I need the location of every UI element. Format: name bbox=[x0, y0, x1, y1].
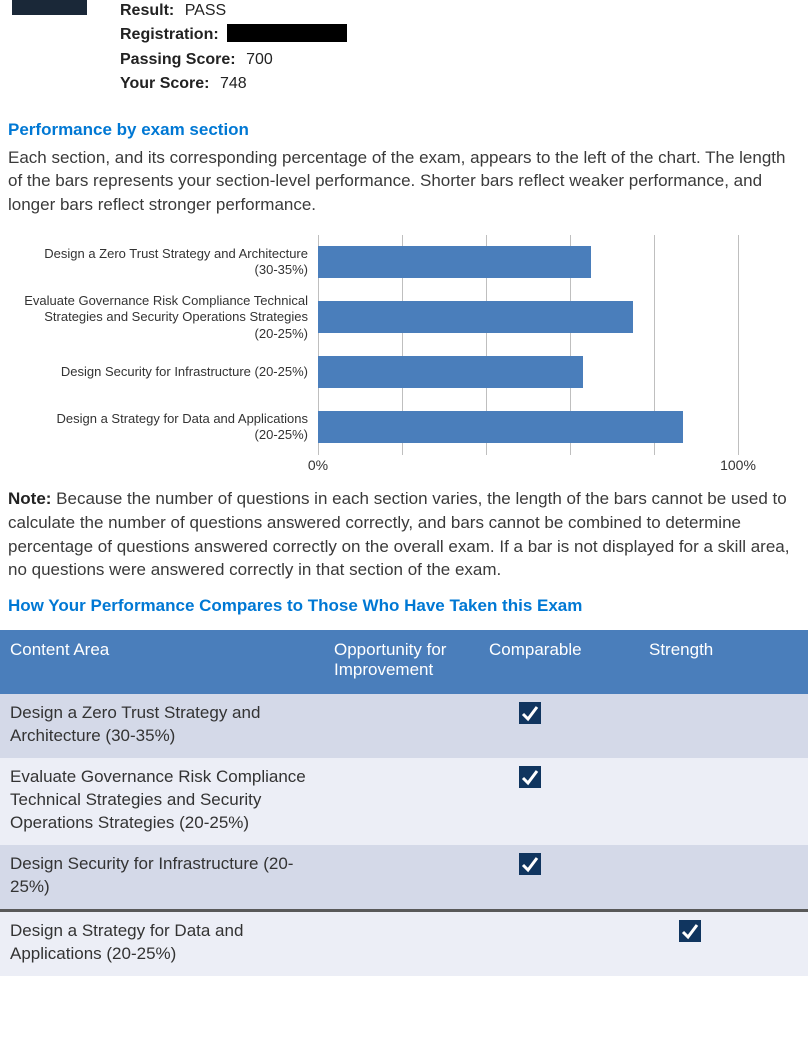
comparison-section-title: How Your Performance Compares to Those W… bbox=[8, 596, 800, 616]
strength-cell bbox=[639, 845, 808, 910]
passing-score-label: Passing Score: bbox=[120, 49, 236, 71]
chart-category-label: Design Security for Infrastructure (20-2… bbox=[8, 345, 318, 400]
chart-bar-row bbox=[318, 235, 738, 290]
checkmark-icon bbox=[519, 766, 541, 788]
registration-redacted bbox=[227, 24, 347, 42]
result-label: Result: bbox=[120, 0, 174, 22]
checkmark-icon bbox=[519, 853, 541, 875]
comparable-cell bbox=[479, 758, 639, 845]
table-row: Design Security for Infrastructure (20-2… bbox=[0, 845, 808, 910]
strength-cell bbox=[639, 694, 808, 758]
strength-cell bbox=[639, 910, 808, 975]
chart-axis-tick: 100% bbox=[720, 457, 756, 473]
chart-category-label: Evaluate Governance Risk Compliance Tech… bbox=[8, 290, 318, 345]
col-opportunity: Opportunity for Improvement bbox=[324, 630, 479, 694]
comparable-cell bbox=[479, 694, 639, 758]
chart-bar bbox=[318, 411, 683, 443]
checkmark-icon bbox=[519, 702, 541, 724]
your-score-label: Your Score: bbox=[120, 73, 210, 95]
chart-bar bbox=[318, 301, 633, 333]
chart-bar bbox=[318, 246, 591, 278]
chart-category-label: Design a Strategy for Data and Applicati… bbox=[8, 400, 318, 455]
performance-intro: Each section, and its corresponding perc… bbox=[8, 146, 800, 217]
passing-score-value: 700 bbox=[246, 49, 273, 71]
chart-bar-row bbox=[318, 400, 738, 455]
chart-bar-row bbox=[318, 290, 738, 345]
your-score-value: 748 bbox=[220, 73, 247, 95]
registration-label: Registration: bbox=[120, 24, 219, 46]
chart-axis-tick: 0% bbox=[308, 457, 328, 473]
chart-gridline bbox=[738, 235, 739, 455]
chart-bar-row bbox=[318, 345, 738, 400]
comparable-cell bbox=[479, 845, 639, 910]
col-strength: Strength bbox=[639, 630, 808, 694]
summary-block: Result: PASS Registration: Passing Score… bbox=[0, 0, 808, 106]
checkmark-icon bbox=[679, 920, 701, 942]
performance-chart: Design a Zero Trust Strategy and Archite… bbox=[8, 235, 800, 477]
table-row: Design a Strategy for Data and Applicati… bbox=[0, 910, 808, 975]
performance-section-title: Performance by exam section bbox=[8, 120, 800, 140]
chart-category-label: Design a Zero Trust Strategy and Archite… bbox=[8, 235, 318, 290]
table-row: Evaluate Governance Risk Compliance Tech… bbox=[0, 758, 808, 845]
opportunity-cell bbox=[324, 694, 479, 758]
note-text: Because the number of questions in each … bbox=[8, 489, 789, 579]
opportunity-cell bbox=[324, 910, 479, 975]
col-comparable: Comparable bbox=[479, 630, 639, 694]
note-label: Note: bbox=[8, 489, 51, 508]
col-content-area: Content Area bbox=[0, 630, 324, 694]
comparable-cell bbox=[479, 910, 639, 975]
opportunity-cell bbox=[324, 758, 479, 845]
strength-cell bbox=[639, 758, 808, 845]
content-area-cell: Design a Zero Trust Strategy and Archite… bbox=[0, 694, 324, 758]
opportunity-cell bbox=[324, 845, 479, 910]
content-area-cell: Design a Strategy for Data and Applicati… bbox=[0, 910, 324, 975]
result-value: PASS bbox=[185, 0, 227, 22]
comparison-table: Content Area Opportunity for Improvement… bbox=[0, 630, 808, 975]
content-area-cell: Design Security for Infrastructure (20-2… bbox=[0, 845, 324, 910]
table-row: Design a Zero Trust Strategy and Archite… bbox=[0, 694, 808, 758]
performance-note: Note: Because the number of questions in… bbox=[8, 487, 800, 582]
badge-thumbnail bbox=[12, 0, 87, 15]
content-area-cell: Evaluate Governance Risk Compliance Tech… bbox=[0, 758, 324, 845]
chart-bar bbox=[318, 356, 583, 388]
